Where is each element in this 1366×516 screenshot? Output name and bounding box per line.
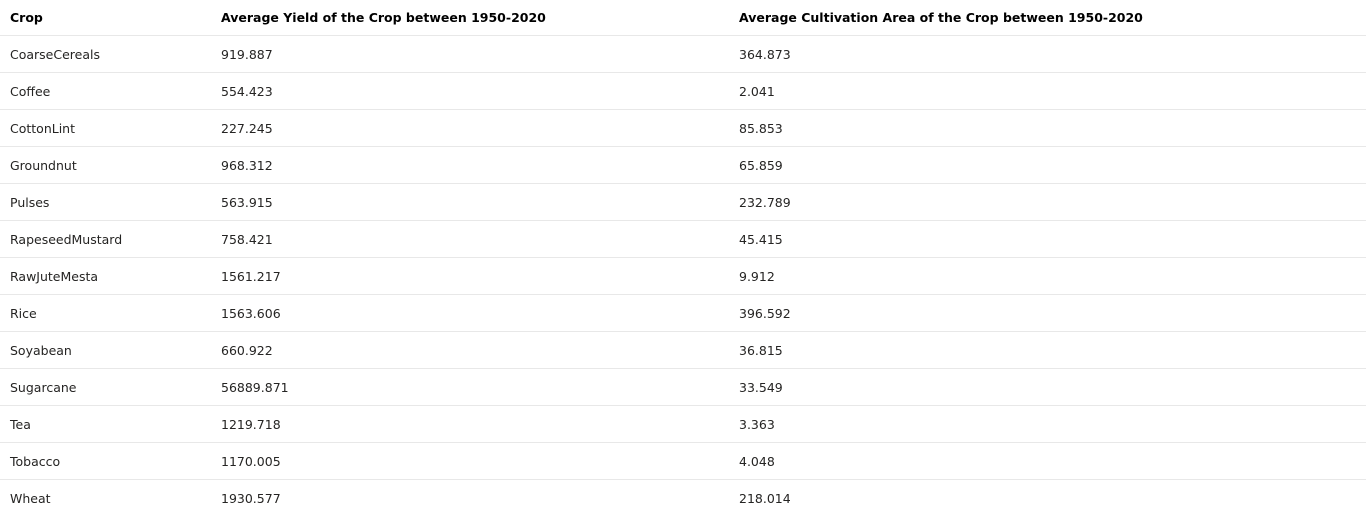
cell-average-yield: 554.423 <box>211 73 729 110</box>
column-header-average-cultivation-area[interactable]: Average Cultivation Area of the Crop bet… <box>729 0 1366 36</box>
column-header-average-yield[interactable]: Average Yield of the Crop between 1950-2… <box>211 0 729 36</box>
cell-average-yield: 56889.871 <box>211 369 729 406</box>
cell-crop: Tobacco <box>0 443 211 480</box>
cell-average-yield: 1561.217 <box>211 258 729 295</box>
cell-crop: Wheat <box>0 480 211 516</box>
cell-crop: Soyabean <box>0 332 211 369</box>
cell-average-cultivation-area: 36.815 <box>729 332 1366 369</box>
cell-crop: Rice <box>0 295 211 332</box>
cell-average-yield: 227.245 <box>211 110 729 147</box>
cell-average-yield: 660.922 <box>211 332 729 369</box>
cell-crop: RapeseedMustard <box>0 221 211 258</box>
cell-average-cultivation-area: 45.415 <box>729 221 1366 258</box>
cell-average-yield: 968.312 <box>211 147 729 184</box>
header-row: Crop Average Yield of the Crop between 1… <box>0 0 1366 36</box>
cell-average-yield: 563.915 <box>211 184 729 221</box>
cell-average-cultivation-area: 364.873 <box>729 36 1366 73</box>
cell-crop: CoarseCereals <box>0 36 211 73</box>
cell-average-cultivation-area: 85.853 <box>729 110 1366 147</box>
cell-average-cultivation-area: 218.014 <box>729 480 1366 516</box>
cell-average-yield: 758.421 <box>211 221 729 258</box>
cell-average-cultivation-area: 232.789 <box>729 184 1366 221</box>
cell-average-cultivation-area: 3.363 <box>729 406 1366 443</box>
cell-crop: CottonLint <box>0 110 211 147</box>
cell-crop: Sugarcane <box>0 369 211 406</box>
cell-average-cultivation-area: 4.048 <box>729 443 1366 480</box>
cell-average-yield: 1930.577 <box>211 480 729 516</box>
cell-average-yield: 1219.718 <box>211 406 729 443</box>
cell-crop: Coffee <box>0 73 211 110</box>
cell-average-yield: 1170.005 <box>211 443 729 480</box>
cell-crop: RawJuteMesta <box>0 258 211 295</box>
cell-average-cultivation-area: 65.859 <box>729 147 1366 184</box>
cell-average-cultivation-area: 2.041 <box>729 73 1366 110</box>
cell-average-yield: 1563.606 <box>211 295 729 332</box>
cell-crop: Tea <box>0 406 211 443</box>
cell-average-cultivation-area: 396.592 <box>729 295 1366 332</box>
cell-average-yield: 919.887 <box>211 36 729 73</box>
cell-average-cultivation-area: 9.912 <box>729 258 1366 295</box>
table-header: Crop Average Yield of the Crop between 1… <box>0 0 1366 36</box>
cell-average-cultivation-area: 33.549 <box>729 369 1366 406</box>
column-header-crop[interactable]: Crop <box>0 0 211 36</box>
cell-crop: Groundnut <box>0 147 211 184</box>
cell-crop: Pulses <box>0 184 211 221</box>
